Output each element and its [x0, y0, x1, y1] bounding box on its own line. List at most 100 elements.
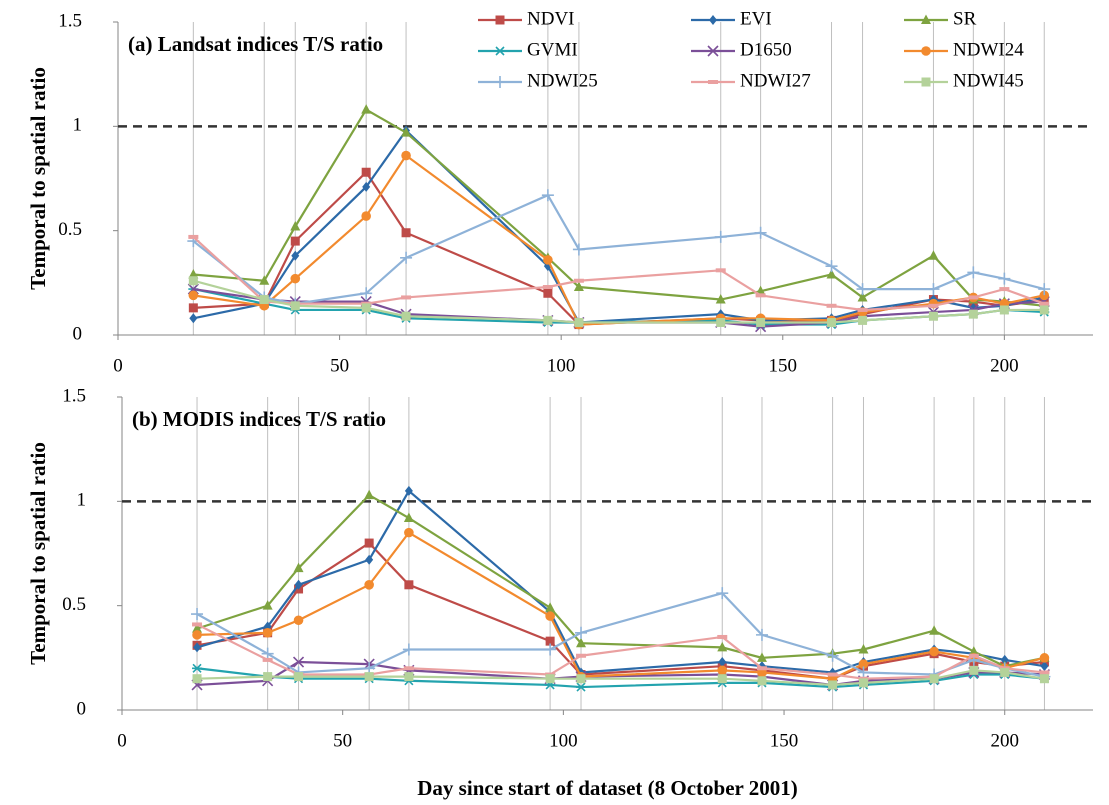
marker: [259, 275, 270, 285]
marker: [574, 317, 584, 327]
panel-title: (a) Landsat indices T/S ratio: [128, 32, 383, 56]
marker: [193, 642, 202, 653]
marker: [192, 663, 203, 673]
marker: [717, 665, 728, 676]
marker: [827, 672, 838, 677]
marker: [1039, 301, 1050, 306]
marker: [1039, 670, 1050, 675]
marker: [188, 303, 198, 313]
marker: [401, 150, 411, 161]
marker: [857, 666, 870, 679]
marker: [858, 643, 869, 654]
marker: [756, 317, 766, 327]
marker: [856, 283, 869, 296]
marker: [294, 579, 303, 590]
marker: [401, 228, 411, 238]
marker: [262, 657, 273, 662]
marker: [858, 315, 868, 325]
marker: [404, 580, 414, 590]
marker: [755, 293, 766, 298]
y-tick-label: 1: [73, 115, 83, 136]
marker: [573, 281, 584, 292]
marker: [292, 656, 305, 668]
marker: [576, 682, 587, 692]
legend-label: NDWI25: [527, 70, 598, 91]
marker: [542, 285, 553, 290]
marker: [826, 649, 839, 662]
marker: [192, 622, 203, 627]
marker: [189, 313, 198, 324]
marker: [404, 672, 414, 682]
marker: [402, 643, 415, 656]
marker: [188, 290, 199, 301]
marker: [545, 602, 556, 612]
marker: [967, 266, 980, 279]
legend-label: EVI: [740, 8, 772, 29]
marker: [191, 608, 204, 621]
marker: [543, 288, 553, 298]
x-tick-label: 100: [547, 355, 576, 376]
marker: [572, 243, 585, 256]
marker: [361, 104, 372, 114]
marker: [717, 641, 728, 652]
marker: [707, 45, 719, 57]
legend-label: NDWI27: [740, 70, 811, 91]
marker: [998, 272, 1011, 285]
marker: [828, 680, 838, 690]
marker: [708, 80, 718, 84]
marker: [1039, 674, 1049, 684]
marker: [715, 294, 726, 304]
marker: [756, 652, 767, 662]
x-tick-label: 0: [113, 355, 123, 376]
marker: [403, 666, 414, 671]
marker: [968, 295, 979, 300]
marker: [968, 646, 979, 656]
legend-label: D1650: [740, 39, 792, 60]
marker: [928, 250, 939, 260]
marker: [756, 666, 767, 671]
marker: [1040, 661, 1049, 672]
marker: [714, 230, 727, 243]
marker: [545, 636, 555, 646]
marker: [364, 489, 375, 500]
marker: [1039, 305, 1049, 315]
x-tick-label: 100: [549, 730, 578, 751]
marker: [968, 653, 979, 658]
legend-label: NDWI24: [953, 39, 1024, 60]
marker: [261, 647, 274, 660]
marker: [262, 600, 273, 610]
marker: [290, 273, 301, 284]
marker: [361, 211, 371, 221]
marker: [364, 580, 374, 590]
marker: [404, 527, 414, 538]
legend-label: SR: [953, 8, 977, 29]
marker: [543, 315, 553, 325]
marker: [968, 309, 978, 319]
marker: [364, 538, 374, 548]
x-tick-label: 150: [769, 355, 798, 376]
marker: [545, 674, 555, 684]
marker: [293, 562, 304, 573]
marker: [716, 587, 729, 600]
y-tick-label: 0.5: [58, 219, 82, 240]
marker: [929, 646, 939, 657]
legend-label: NDWI45: [953, 70, 1024, 91]
x-tick-label: 200: [990, 730, 1019, 751]
y-tick-label: 0: [73, 323, 83, 344]
marker: [293, 615, 304, 626]
marker: [826, 303, 837, 308]
marker: [262, 627, 273, 638]
marker: [576, 637, 587, 648]
marker: [929, 674, 939, 684]
marker: [544, 643, 557, 656]
x-tick-label: 50: [333, 730, 352, 751]
y-tick-label: 1.5: [62, 385, 86, 406]
marker: [928, 303, 939, 308]
marker: [365, 554, 374, 565]
marker: [361, 167, 371, 177]
marker: [857, 291, 868, 302]
legend-label: GVMI: [527, 39, 578, 60]
marker: [188, 276, 198, 286]
